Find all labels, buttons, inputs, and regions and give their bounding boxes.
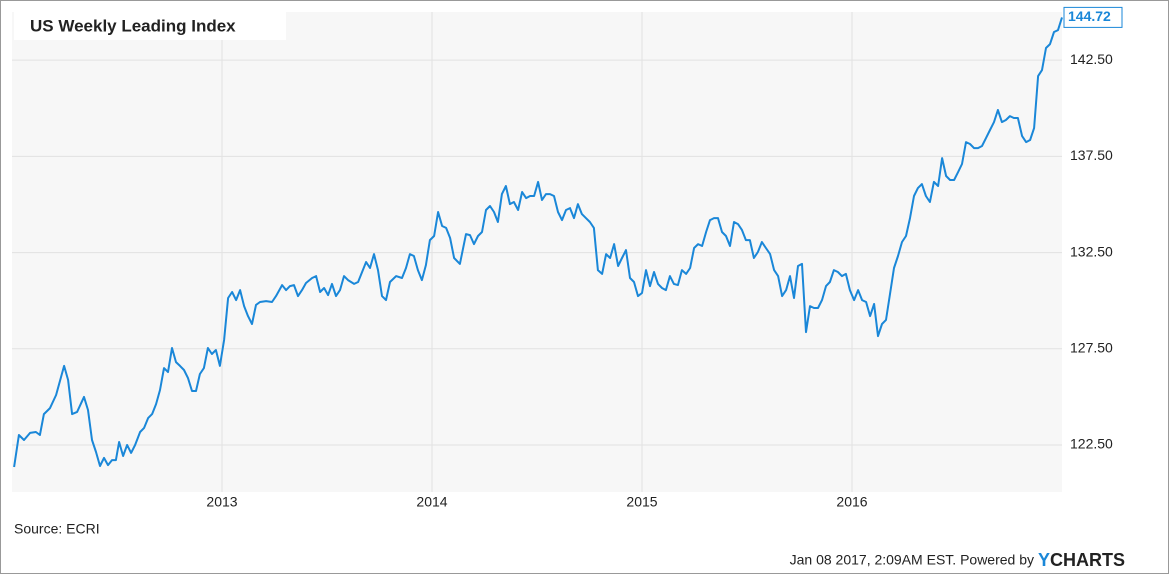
logo: YCHARTS <box>1038 550 1125 570</box>
last-value-label: 144.72 <box>1068 8 1111 24</box>
title-box <box>14 12 286 40</box>
line <box>13 17 1063 468</box>
y-tick-label: 122.50 <box>1070 436 1113 452</box>
grid <box>12 12 1062 492</box>
x-tick-label: 2014 <box>416 494 447 510</box>
logo-y: Y <box>1038 550 1050 570</box>
marks <box>13 6 1123 468</box>
timestamp: Jan 08 2017, 2:09AM EST. Powered by <box>790 552 1034 568</box>
x-tick-label: 2015 <box>626 494 657 510</box>
x-tick-label: 2016 <box>836 494 867 510</box>
source: Source: ECRI <box>14 521 100 537</box>
y-tick-label: 142.50 <box>1070 51 1113 67</box>
plot-area <box>12 12 1062 492</box>
chart-title: US Weekly Leading Index <box>30 16 236 35</box>
x-tick-label: 2013 <box>206 494 237 510</box>
logo-rest: CHARTS <box>1050 550 1125 570</box>
y-tick-label: 127.50 <box>1070 340 1113 356</box>
y-tick-label: 137.50 <box>1070 147 1113 163</box>
y-tick-label: 132.50 <box>1070 243 1113 259</box>
last-value-box <box>1063 6 1123 28</box>
